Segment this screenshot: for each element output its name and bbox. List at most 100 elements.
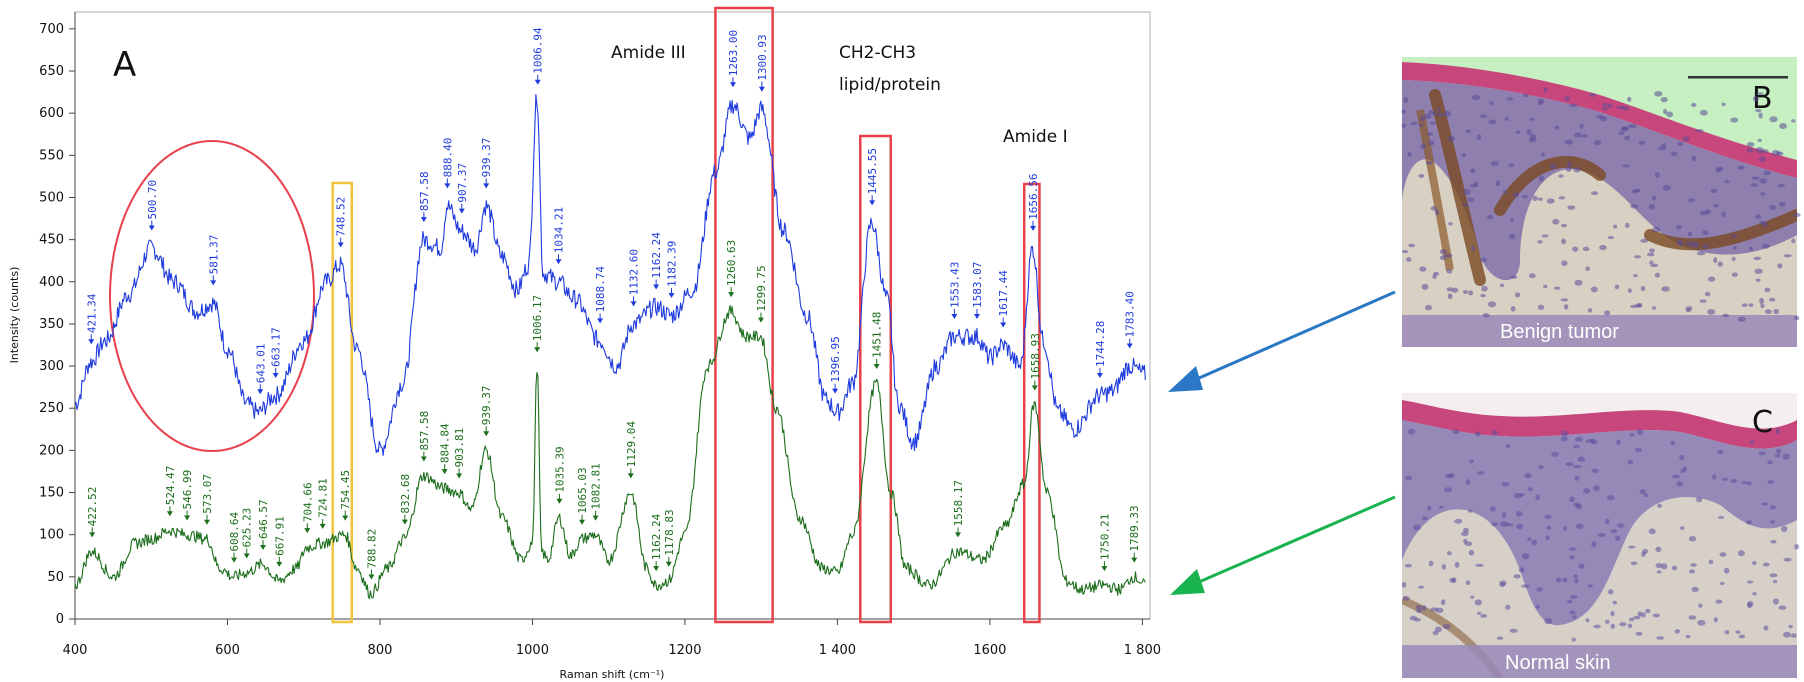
cell-nucleus (1661, 286, 1670, 292)
cell-nucleus (1428, 110, 1433, 115)
peak-label: 1658.93 (1029, 333, 1042, 391)
peak-label: 1006.94 (532, 27, 545, 85)
y-tick-label: 50 (47, 570, 64, 585)
cell-nucleus (1704, 291, 1711, 297)
peak-label: 1178.83 (663, 509, 676, 567)
cell-nucleus (1572, 246, 1579, 252)
cell-nucleus (1753, 256, 1762, 261)
peak-label: 643.01 (254, 343, 267, 395)
cell-nucleus (1561, 260, 1568, 267)
cell-nucleus (1619, 622, 1627, 627)
peak-value: 1006.17 (531, 295, 544, 341)
cell-nucleus (1629, 433, 1635, 437)
cell-nucleus (1773, 598, 1779, 605)
cell-nucleus (1652, 226, 1661, 233)
cell-nucleus (1761, 502, 1769, 506)
peak-value: 581.37 (207, 235, 220, 275)
cell-nucleus (1529, 133, 1537, 140)
peak-label: 581.37 (207, 235, 220, 286)
cell-nucleus (1772, 580, 1778, 584)
cell-nucleus (1794, 315, 1800, 321)
cell-nucleus (1763, 170, 1772, 176)
peak-value: 643.01 (254, 343, 267, 383)
cell-nucleus (1783, 254, 1792, 258)
cell-nucleus (1499, 580, 1507, 586)
peak-label: 1617.44 (997, 270, 1010, 328)
cell-nucleus (1529, 117, 1536, 121)
cell-nucleus (1569, 496, 1576, 503)
peak-label: 939.37 (480, 138, 493, 189)
cell-nucleus (1702, 230, 1709, 236)
cell-nucleus (1752, 560, 1757, 566)
peak-value: 524.47 (164, 466, 177, 506)
cell-nucleus (1776, 150, 1781, 156)
region-circle (109, 140, 315, 452)
cell-nucleus (1735, 630, 1741, 634)
cell-nucleus (1479, 257, 1488, 263)
cell-nucleus (1532, 195, 1538, 202)
peak-value: 1132.60 (628, 249, 641, 295)
cell-nucleus (1404, 475, 1413, 481)
highlight-box (859, 134, 893, 624)
cell-nucleus (1592, 485, 1600, 491)
peak-label: 1129.04 (625, 421, 638, 479)
cell-nucleus (1737, 165, 1745, 170)
cell-nucleus (1770, 520, 1776, 524)
cell-nucleus (1599, 245, 1607, 251)
cell-nucleus (1655, 546, 1662, 552)
cell-nucleus (1566, 599, 1573, 604)
peak-label: 1445.55 (866, 148, 879, 206)
peak-label: 903.81 (453, 428, 466, 479)
arrow-to-benign (1168, 290, 1396, 392)
cell-nucleus (1442, 623, 1451, 630)
cell-nucleus (1518, 567, 1525, 573)
cell-nucleus (1677, 141, 1684, 147)
cell-nucleus (1476, 611, 1482, 615)
peak-label: 1035.39 (553, 446, 566, 504)
peak-value: 788.82 (365, 529, 378, 569)
cell-nucleus (1621, 126, 1630, 131)
peak-value: 1034.21 (553, 207, 566, 253)
cell-nucleus (1652, 613, 1661, 618)
peak-value: 704.66 (301, 482, 314, 522)
cell-nucleus (1401, 109, 1406, 115)
cell-nucleus (1552, 218, 1560, 225)
cell-nucleus (1731, 272, 1738, 277)
y-tick-label: 300 (39, 359, 64, 374)
cell-nucleus (1570, 595, 1578, 599)
cell-nucleus (1755, 147, 1764, 154)
y-ticks: 0 50 100 150 200 250 300 350 400 450 500 550 600 650 7… (39, 22, 75, 627)
peak-value: 1035.39 (553, 446, 566, 492)
cell-nucleus (1489, 101, 1494, 105)
peak-label: 1558.17 (952, 480, 965, 538)
cell-nucleus (1519, 493, 1526, 497)
cell-nucleus (1573, 574, 1579, 579)
cell-nucleus (1705, 209, 1712, 215)
cell-nucleus (1654, 172, 1660, 179)
cell-nucleus (1503, 189, 1508, 195)
cell-nucleus (1633, 274, 1638, 278)
cell-nucleus (1602, 102, 1608, 107)
cell-nucleus (1554, 125, 1560, 130)
cell-nucleus (1407, 428, 1416, 435)
cell-nucleus (1751, 176, 1760, 180)
peak-value: 857.58 (418, 411, 431, 451)
cell-nucleus (1538, 175, 1545, 182)
cell-nucleus (1656, 636, 1665, 640)
cell-nucleus (1421, 605, 1427, 611)
peak-label: 754.45 (339, 470, 352, 521)
cell-nucleus (1521, 553, 1530, 560)
cell-nucleus (1779, 123, 1787, 129)
cell-nucleus (1421, 516, 1429, 521)
cell-nucleus (1488, 119, 1497, 125)
peak-label: 1299.75 (755, 265, 768, 323)
highlight-boxes (331, 6, 1041, 624)
x-tick-label: 1200 (668, 643, 701, 658)
cell-nucleus (1406, 257, 1412, 262)
cell-nucleus (1475, 431, 1481, 437)
cell-nucleus (1590, 438, 1595, 444)
cell-nucleus (1633, 255, 1642, 259)
cell-nucleus (1441, 599, 1446, 606)
peak-value: 1583.07 (971, 262, 984, 308)
cell-nucleus (1754, 268, 1763, 274)
